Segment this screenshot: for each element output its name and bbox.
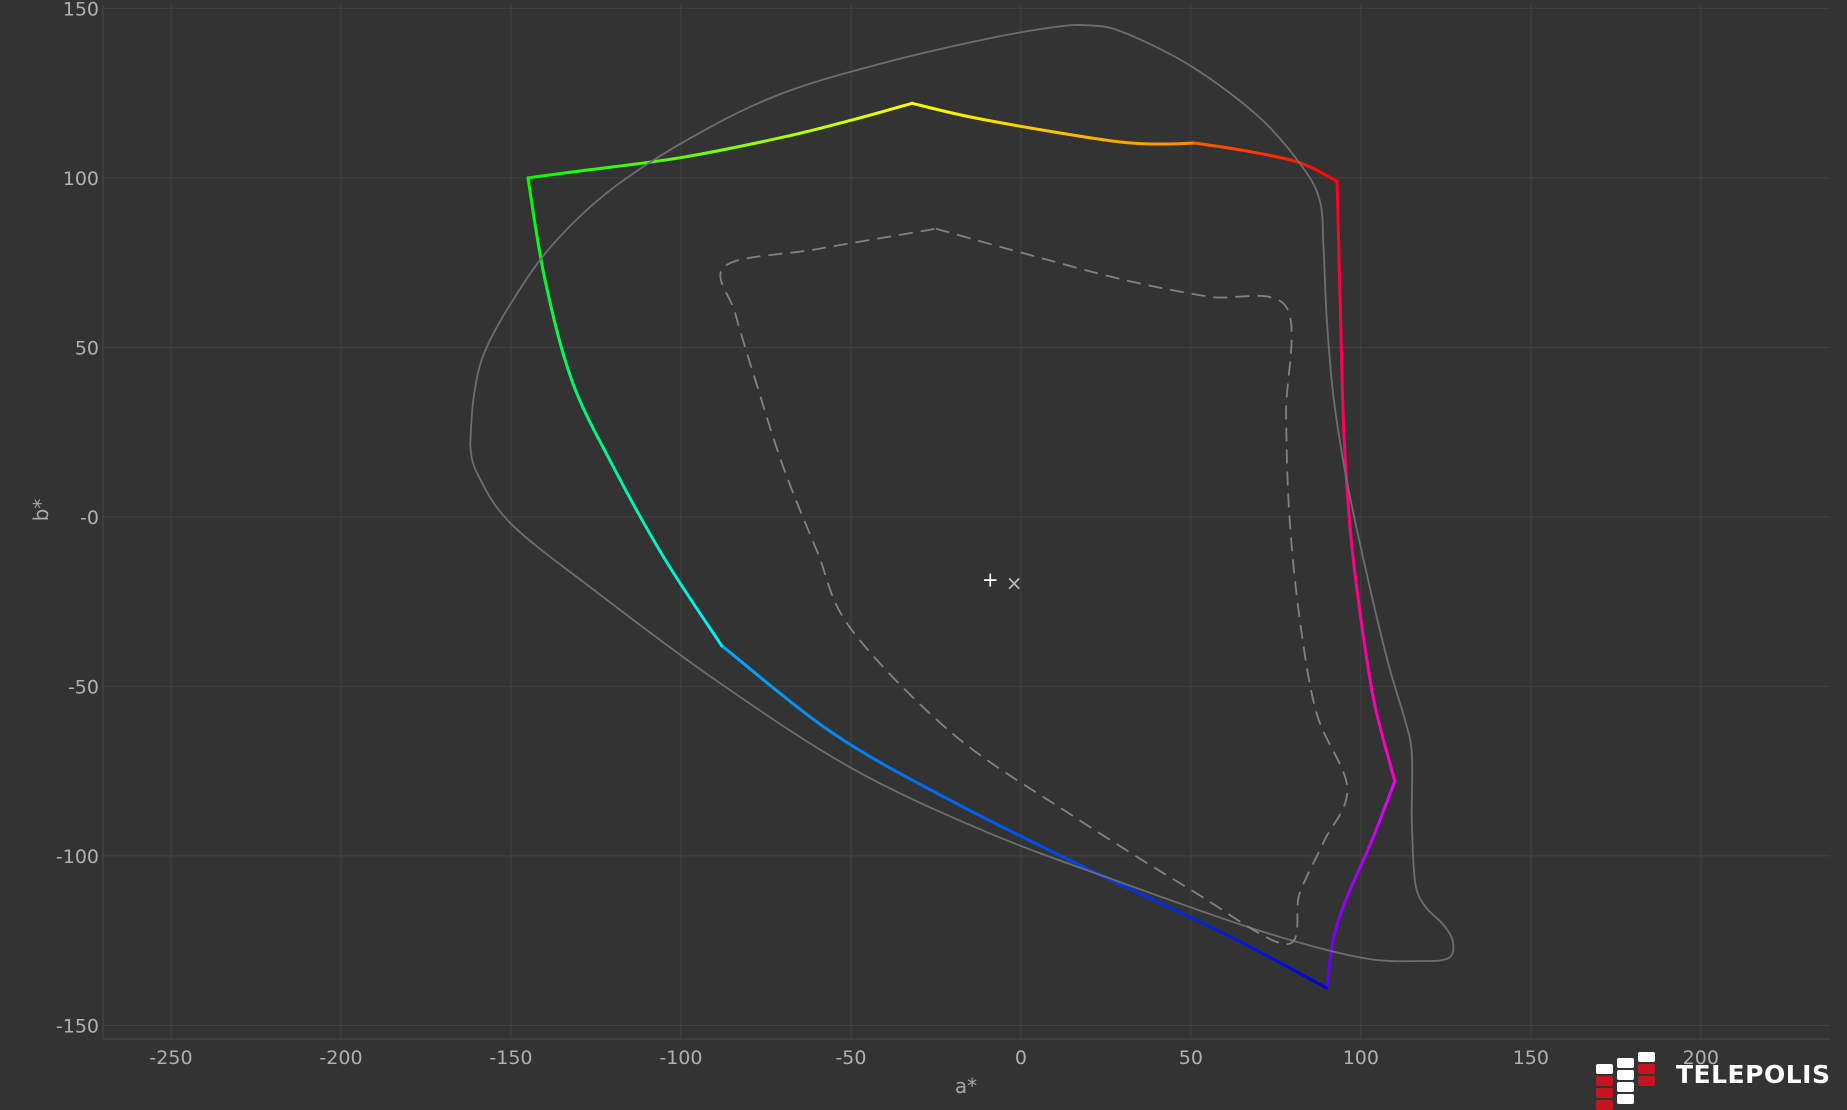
gamut-segment xyxy=(526,101,914,180)
x-tick-label: -100 xyxy=(659,1047,702,1069)
logo-brick xyxy=(1617,1058,1634,1068)
telepolis-logo: TELEPOLIS xyxy=(1596,1052,1830,1110)
grid-lines xyxy=(103,5,1830,1039)
y-tick-label: 50 xyxy=(75,337,99,359)
logo-text: TELEPOLIS xyxy=(1676,1060,1831,1089)
y-tick-label: -150 xyxy=(56,1015,99,1037)
x-tick-label: 0 xyxy=(1015,1047,1027,1069)
x-tick-label: 200 xyxy=(1683,1047,1719,1069)
whitepoint-marker: + xyxy=(982,568,999,592)
logo-brick xyxy=(1596,1064,1613,1074)
x-tick-label: 150 xyxy=(1513,1047,1549,1069)
series-group xyxy=(469,24,1455,990)
y-tick-label: 150 xyxy=(63,0,99,20)
x-tick-label: -150 xyxy=(489,1047,532,1069)
y-axis-label: b* xyxy=(29,499,53,522)
y-tick-label: -50 xyxy=(68,676,99,698)
logo-brick xyxy=(1638,1064,1655,1074)
gamut-segment xyxy=(1192,141,1339,183)
x-tick-label: -200 xyxy=(319,1047,362,1069)
logo-brick xyxy=(1638,1052,1655,1062)
logo-brick xyxy=(1596,1088,1613,1098)
x-tick-label: -50 xyxy=(835,1047,866,1069)
gamut-segment xyxy=(910,101,1196,146)
y-tick-labels: 150 100 50 -0 -50 -100 -150 xyxy=(56,0,99,1037)
x-tick-label: 100 xyxy=(1343,1047,1379,1069)
markers-group: + × xyxy=(982,568,1023,595)
gamut-segment xyxy=(526,176,724,648)
y-tick-label: -100 xyxy=(56,846,99,868)
y-tick-label: -0 xyxy=(80,507,99,529)
x-tick-label: 50 xyxy=(1179,1047,1203,1069)
x-tick-labels: -250 -200 -150 -100 -50 0 50 100 150 200 xyxy=(149,1047,1719,1069)
reference-gamut-outline xyxy=(469,24,1455,963)
logo-brick xyxy=(1617,1070,1634,1080)
logo-brick xyxy=(1596,1076,1613,1086)
x-axis-label: a* xyxy=(955,1074,977,1098)
whitepoint-marker: × xyxy=(1006,571,1023,595)
logo-brick xyxy=(1617,1082,1634,1092)
logo-brick xyxy=(1617,1094,1634,1104)
gamut-segment xyxy=(1335,179,1397,783)
logo-brick xyxy=(1596,1100,1613,1110)
x-tick-label: -250 xyxy=(149,1047,192,1069)
logo-brick xyxy=(1638,1076,1655,1086)
reference-gamut-dashed xyxy=(719,227,1349,945)
gamut-segment xyxy=(720,644,1329,990)
y-tick-label: 100 xyxy=(63,168,99,190)
